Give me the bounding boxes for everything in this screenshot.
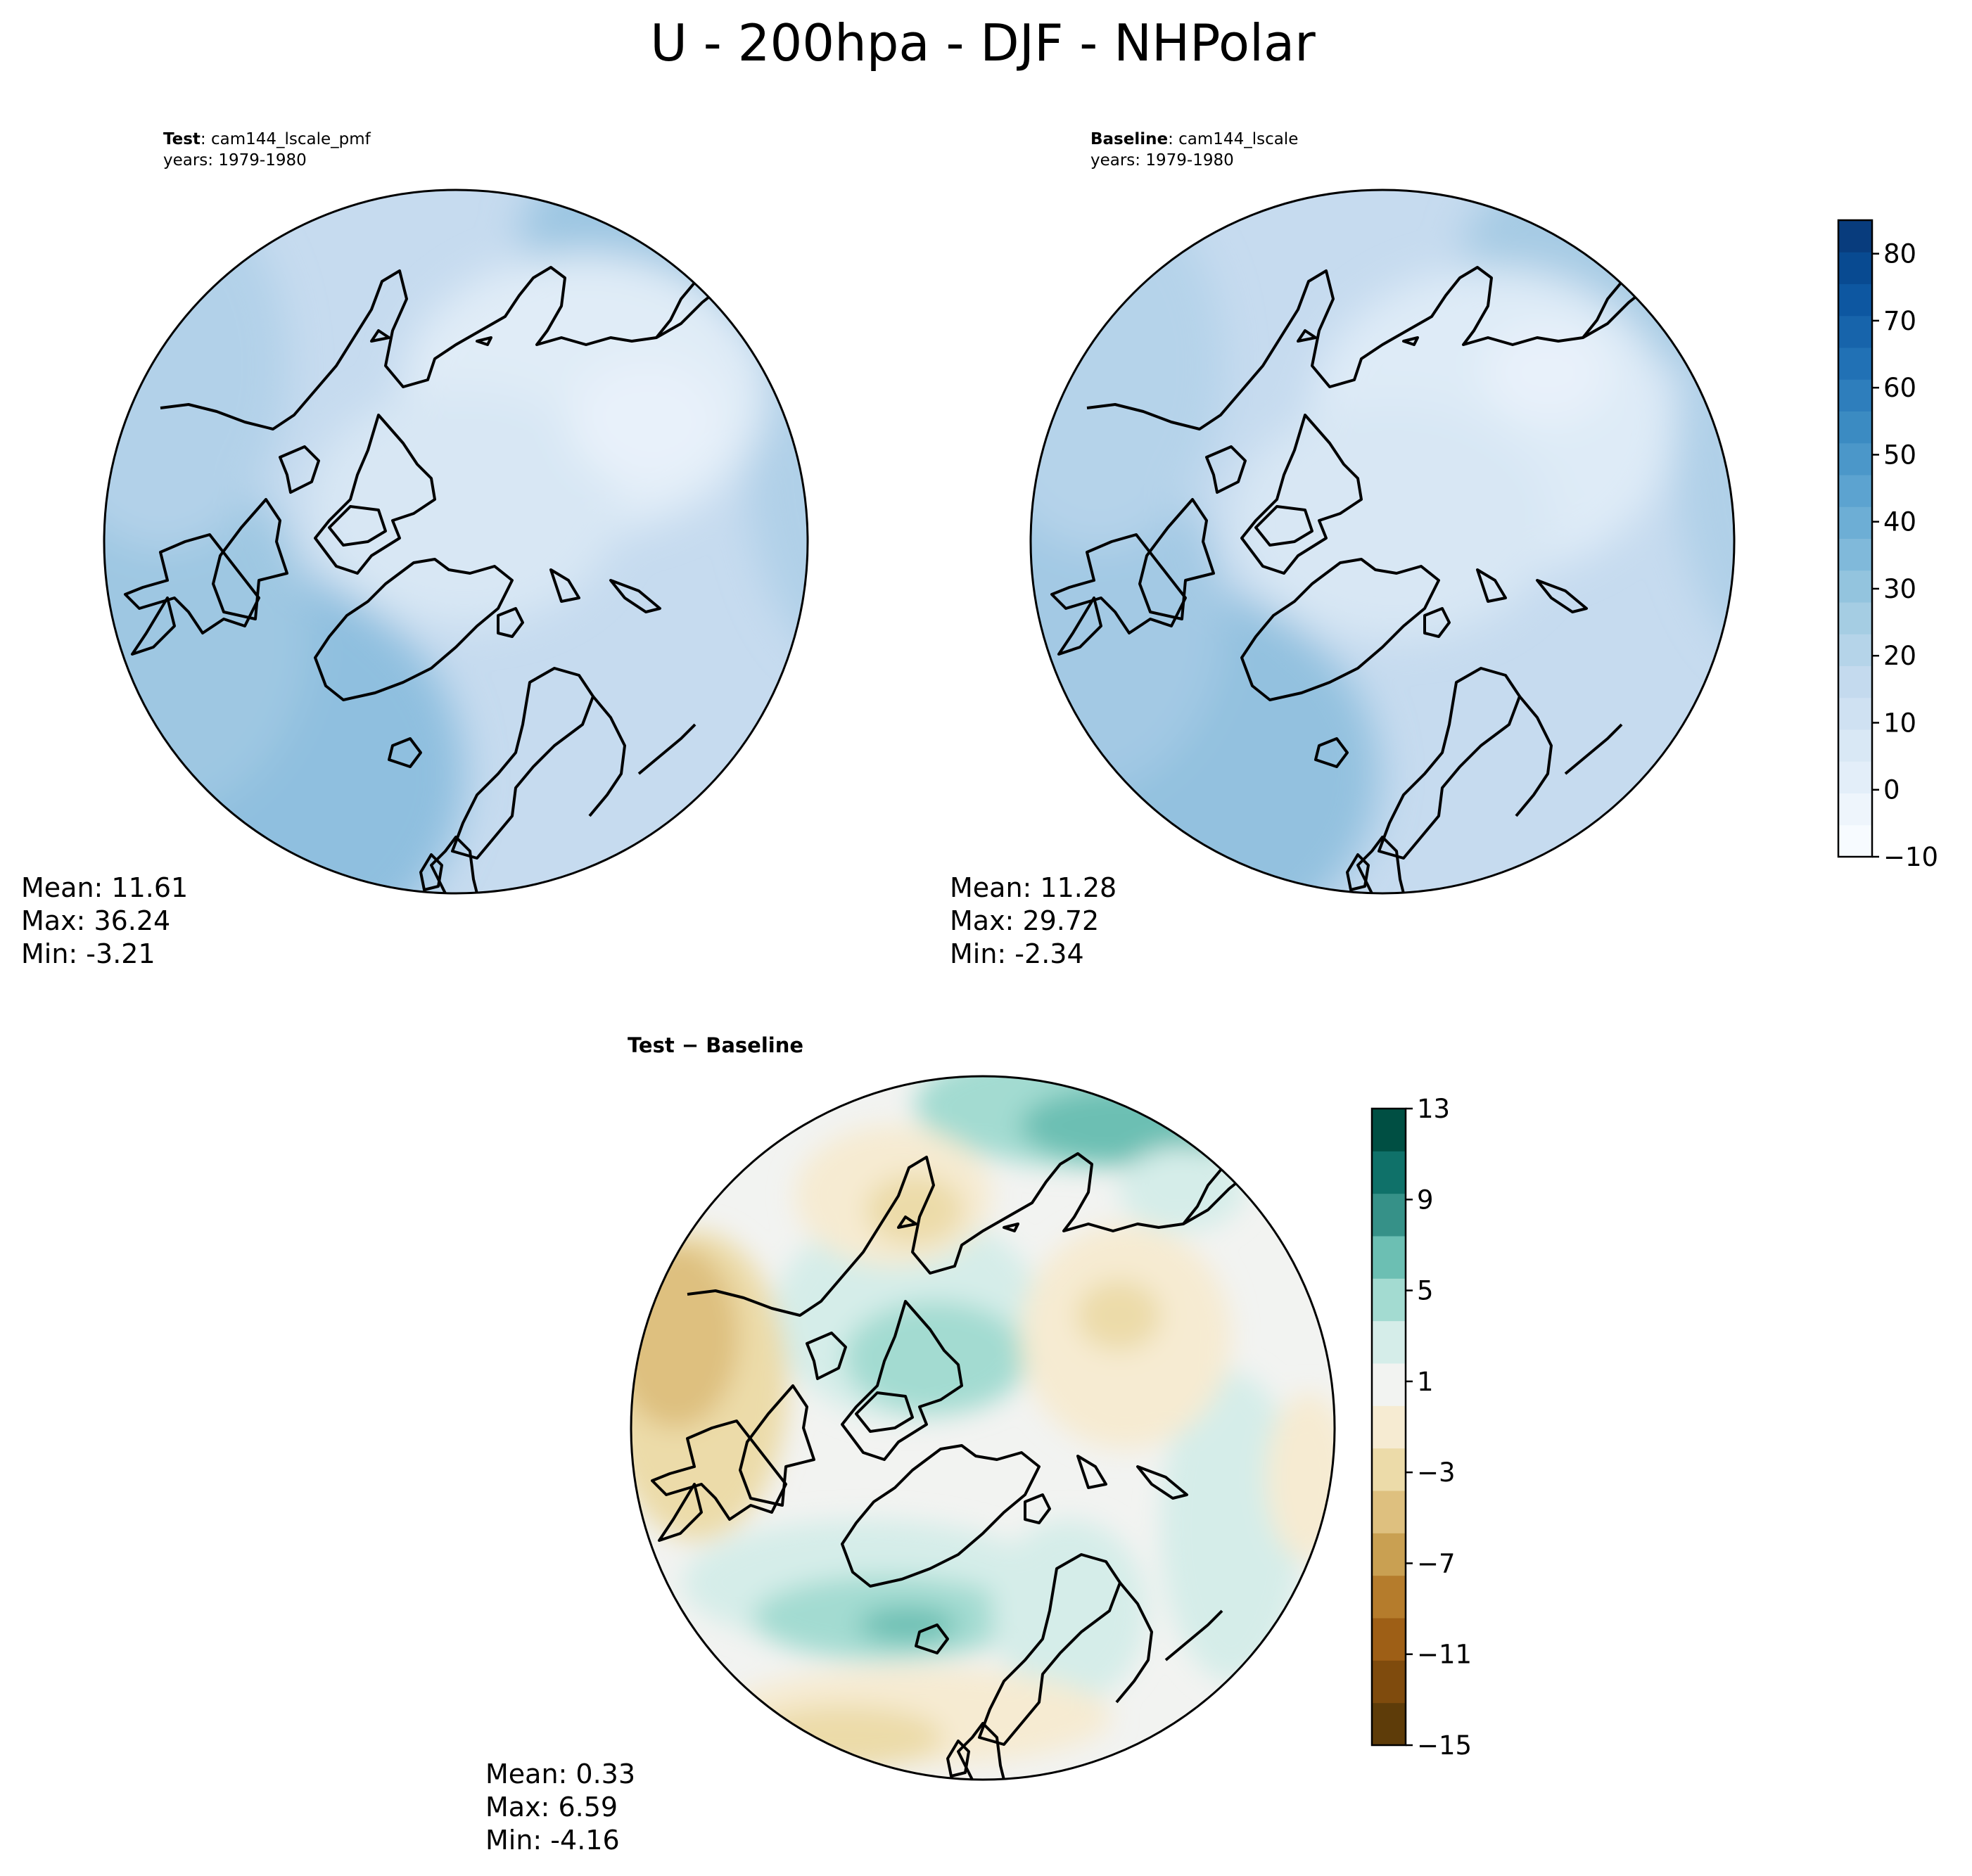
main-colorbar-segment — [1838, 793, 1872, 826]
figure-title: U - 200hpa - DJF - NHPolar — [650, 13, 1316, 72]
diff-colorbar-tick-label: −15 — [1417, 1730, 1472, 1761]
diff-colorbar-segment — [1372, 1151, 1406, 1194]
diff-colorbar-segment — [1372, 1109, 1406, 1151]
main-colorbar-segment — [1838, 824, 1872, 857]
main-colorbar-tick-label: 40 — [1883, 507, 1916, 537]
diff-colorbar-tick-label: −11 — [1417, 1640, 1472, 1670]
diff-colorbar-segment — [1372, 1236, 1406, 1279]
diff-colorbar-frame — [1370, 1107, 1407, 1747]
main-colorbar-tick-label: 60 — [1883, 373, 1916, 403]
main-colorbar-tick-label: 20 — [1883, 641, 1916, 671]
diff-colorbar-tick-label: 1 — [1417, 1367, 1434, 1397]
main-colorbar-tick-label: 70 — [1883, 306, 1916, 336]
test-mean: Mean: 11.61 — [21, 872, 188, 903]
main-colorbar-segment — [1838, 315, 1872, 348]
diff-colorbar-segment — [1372, 1448, 1406, 1491]
diff-colorbar-segment — [1372, 1491, 1406, 1533]
diff-colorbar-segment — [1372, 1405, 1406, 1449]
diff-colorbar-segment — [1372, 1533, 1406, 1576]
test-panel: Test: cam144_lscale_pmf years: 1979-1980… — [21, 130, 809, 969]
baseline-min: Min: -2.34 — [950, 938, 1084, 969]
diff-colorbar-tick-label: 13 — [1417, 1094, 1450, 1124]
diff-panel: Test − Baseline — [485, 1033, 1336, 1856]
main-colorbar-segment — [1838, 729, 1872, 762]
diff-colorbar-segment — [1372, 1618, 1406, 1661]
main-colorbar-segment — [1838, 570, 1872, 603]
diff-mean: Mean: 0.33 — [485, 1759, 635, 1789]
diff-colorbar-tick-label: 5 — [1417, 1276, 1434, 1306]
baseline-max: Max: 29.72 — [950, 905, 1099, 936]
diff-colorbar-segment — [1372, 1193, 1406, 1237]
main-colorbar-segment — [1838, 475, 1872, 507]
diff-map — [631, 1076, 1335, 1780]
main-colorbar-segment — [1838, 379, 1872, 411]
diff-colorbar-segment — [1372, 1660, 1406, 1704]
diff-colorbar-tick-label: −7 — [1417, 1548, 1456, 1578]
main-colorbar-segment — [1838, 538, 1872, 571]
main-colorbar: −10 0 10 20 30 40 50 60 70 80 — [1837, 219, 1938, 872]
main-colorbar-tick-label: 30 — [1883, 574, 1916, 604]
main-colorbar-segment — [1838, 347, 1872, 380]
diff-colorbar: −15 −11 −7 −3 1 5 9 13 — [1370, 1094, 1472, 1761]
main-colorbar-segment — [1838, 506, 1872, 539]
baseline-map-boundary — [1029, 189, 1736, 895]
test-map-boundary — [103, 189, 809, 895]
diff-title: Test − Baseline — [628, 1033, 803, 1057]
test-years: years: 1979-1980 — [163, 151, 307, 170]
main-colorbar-frame — [1837, 219, 1874, 858]
diff-colorbar-segment — [1372, 1702, 1406, 1746]
baseline-label: Baseline: cam144_lscale — [1090, 130, 1298, 148]
test-min: Min: -3.21 — [21, 938, 155, 969]
baseline-mean: Mean: 11.28 — [950, 872, 1117, 903]
main-colorbar-segment — [1838, 665, 1872, 698]
diff-colorbar-segment — [1372, 1363, 1406, 1406]
baseline-map — [1031, 190, 1734, 893]
baseline-years: years: 1979-1980 — [1090, 151, 1234, 170]
main-colorbar-segment — [1838, 411, 1872, 444]
test-map — [104, 190, 808, 893]
diff-colorbar-segment — [1372, 1320, 1406, 1364]
diff-min: Min: -4.16 — [485, 1825, 620, 1856]
diff-colorbar-tick-label: 9 — [1417, 1185, 1434, 1215]
main-colorbar-segment — [1838, 634, 1872, 666]
diff-map-boundary — [630, 1075, 1336, 1781]
main-colorbar-segment — [1838, 283, 1872, 317]
main-colorbar-segment — [1838, 252, 1872, 284]
main-colorbar-tick-label: 50 — [1883, 440, 1916, 470]
main-colorbar-tick-label: 10 — [1883, 708, 1916, 738]
diff-colorbar-segment — [1372, 1575, 1406, 1619]
main-colorbar-tick-label: 0 — [1883, 775, 1900, 805]
test-label: Test: cam144_lscale_pmf — [163, 130, 371, 148]
test-max: Max: 36.24 — [21, 905, 170, 936]
main-colorbar-segment — [1838, 220, 1872, 253]
diff-colorbar-tick-label: −3 — [1417, 1457, 1456, 1488]
baseline-panel: Baseline: cam144_lscale years: 1979-1980… — [950, 130, 1736, 969]
main-colorbar-tick-label: 80 — [1883, 239, 1916, 269]
diff-max: Max: 6.59 — [485, 1792, 618, 1823]
main-colorbar-segment — [1838, 602, 1872, 634]
main-colorbar-segment — [1838, 697, 1872, 730]
main-colorbar-segment — [1838, 761, 1872, 793]
main-colorbar-tick-label: −10 — [1883, 842, 1938, 872]
diff-colorbar-segment — [1372, 1278, 1406, 1322]
main-colorbar-segment — [1838, 442, 1872, 476]
